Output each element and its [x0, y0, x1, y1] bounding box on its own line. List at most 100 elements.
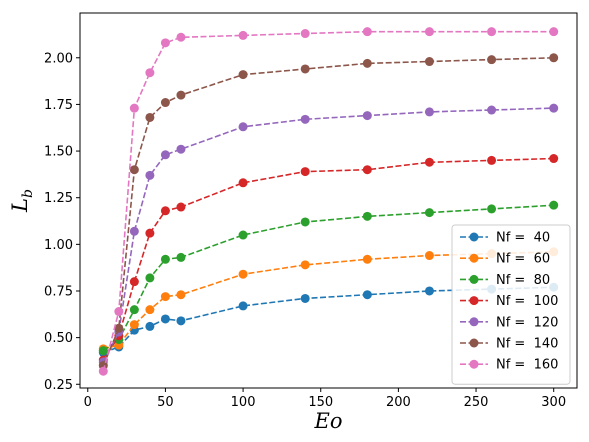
data-point: [176, 32, 186, 42]
data-point: [424, 157, 434, 167]
data-point: [129, 305, 139, 315]
data-point: [362, 211, 372, 221]
data-point: [238, 30, 248, 40]
legend-marker: [469, 253, 479, 263]
y-tick-label: 2.00: [44, 51, 73, 66]
data-point: [98, 346, 108, 356]
data-point: [300, 114, 310, 124]
x-tick-label: 0: [84, 395, 92, 410]
data-point: [487, 204, 497, 214]
x-tick-label: 150: [308, 395, 333, 410]
series-line: [102, 157, 554, 361]
series-line: [102, 204, 554, 352]
series-line: [102, 57, 554, 366]
legend-marker: [469, 317, 479, 327]
x-axis: 0 50 100 150 200 250 300: [84, 388, 566, 410]
data-point: [176, 90, 186, 100]
data-point: [300, 260, 310, 270]
data-point: [238, 230, 248, 240]
series: [98, 27, 559, 376]
legend-item: Nf = 100: [460, 294, 558, 309]
legend-item: Nf = 60: [460, 252, 550, 267]
legend-item: Nf = 80: [460, 273, 550, 288]
data-point: [145, 68, 155, 78]
legend-item: Nf = 40: [460, 231, 550, 246]
plot-frame: [79, 12, 578, 389]
data-point: [238, 178, 248, 188]
data-point: [549, 27, 559, 37]
data-point: [362, 290, 372, 300]
data-point: [424, 251, 434, 261]
legend-label: Nf = 80: [496, 273, 550, 288]
data-point: [549, 200, 559, 210]
legend-marker: [469, 274, 479, 284]
data-point: [145, 170, 155, 180]
data-point: [160, 150, 170, 160]
data-point: [129, 320, 139, 330]
data-point: [362, 165, 372, 175]
y-tick-label: 1.25: [44, 191, 73, 206]
data-point: [549, 53, 559, 63]
data-point: [300, 29, 310, 39]
data-point: [160, 292, 170, 302]
legend-marker: [469, 296, 479, 306]
data-point: [129, 277, 139, 287]
y-tick-label: 0.50: [44, 331, 73, 346]
data-point: [238, 70, 248, 80]
data-point: [176, 202, 186, 212]
y-axis-label: Lb: [8, 189, 36, 213]
legend-item: Nf = 160: [460, 358, 558, 373]
data-point: [160, 206, 170, 216]
data-point: [424, 57, 434, 67]
data-point: [487, 155, 497, 165]
y-tick-label: 1.50: [44, 145, 73, 160]
legend-marker: [469, 359, 479, 369]
series: [98, 53, 559, 371]
data-point: [176, 252, 186, 262]
data-point: [145, 321, 155, 331]
data-point: [160, 38, 170, 48]
data-point: [362, 254, 372, 264]
y-tick-label: 0.75: [44, 284, 73, 299]
data-point: [98, 366, 108, 376]
legend-marker: [469, 232, 479, 242]
x-tick-label: 100: [231, 395, 256, 410]
data-point: [238, 269, 248, 279]
y-tick-label: 1.00: [44, 238, 73, 253]
legend-item: Nf = 140: [460, 337, 558, 352]
data-point: [145, 305, 155, 315]
data-point: [176, 316, 186, 326]
series: [98, 103, 559, 367]
data-point: [424, 27, 434, 37]
x-tick-label: 50: [157, 395, 174, 410]
data-point: [160, 254, 170, 264]
data-point: [362, 111, 372, 121]
legend-label: Nf = 160: [496, 358, 558, 373]
data-point: [487, 27, 497, 37]
y-axis: 0.25 0.50 0.75 1.00 1.25 1.50 1.75 2.00: [44, 51, 80, 393]
data-point: [129, 226, 139, 236]
data-point: [300, 217, 310, 227]
data-point: [424, 208, 434, 218]
data-point: [300, 64, 310, 74]
data-point: [176, 290, 186, 300]
y-axis-label-subscript: b: [20, 189, 36, 198]
series-line: [102, 107, 554, 363]
data-point: [129, 103, 139, 113]
legend-item: Nf = 120: [460, 315, 558, 330]
data-point: [487, 55, 497, 65]
data-point: [487, 105, 497, 115]
series-layer: [98, 27, 559, 376]
legend: Nf = 40 Nf = 60 Nf = 80 Nf = 100 Nf = 120 Nf …: [451, 224, 571, 385]
legend-label: Nf = 40: [496, 231, 550, 246]
data-point: [238, 122, 248, 132]
data-point: [300, 293, 310, 303]
y-tick-label: 1.75: [44, 98, 73, 113]
data-point: [145, 228, 155, 238]
data-point: [145, 112, 155, 122]
legend-label: Nf = 120: [496, 315, 558, 330]
series-line: [102, 30, 554, 372]
data-point: [114, 323, 124, 333]
legend-label: Nf = 140: [496, 337, 558, 352]
